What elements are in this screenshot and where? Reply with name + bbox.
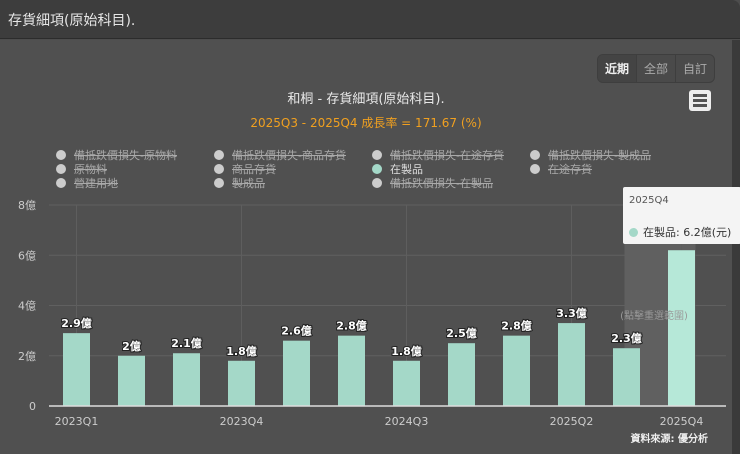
legend-item[interactable]: 原物料 — [56, 162, 214, 176]
data-label: 2.3億 — [611, 331, 642, 345]
bar — [63, 333, 90, 406]
legend-item[interactable]: 商品存貨 — [214, 162, 372, 176]
legend: 備抵跌價損失-原物料 備抵跌價損失-商品存貨 備抵跌價損失-在途存貨 備抵跌價損失-製… — [56, 148, 696, 190]
bar — [613, 348, 640, 406]
bar — [338, 335, 365, 406]
y-tick-label: 8億 — [18, 199, 36, 212]
scrollbar[interactable] — [732, 40, 740, 454]
legend-dot-icon — [56, 178, 66, 188]
credit: 資料來源: 優分析 — [630, 434, 708, 445]
legend-item[interactable]: 備抵跌價損失-在製品 — [372, 176, 530, 190]
x-tick-label: 2024Q3 — [385, 415, 429, 428]
bar — [118, 355, 145, 406]
reset-zoom-button[interactable]: (點擊重選範圍) — [620, 309, 688, 322]
x-tick-label: 2023Q4 — [220, 415, 264, 428]
bar — [173, 353, 200, 406]
tooltip: 2025Q4 在製品: 6.2億(元) — [623, 187, 740, 244]
y-tick-label: 0 — [29, 400, 36, 413]
data-label: 2.9億 — [61, 316, 92, 330]
y-tick-label: 2億 — [18, 350, 36, 363]
range-recent-button[interactable]: 近期 — [598, 55, 637, 82]
legend-item[interactable]: 備抵跌價損失-在途存貨 — [372, 148, 530, 162]
legend-dot-icon — [372, 164, 382, 174]
data-label: 1.8億 — [226, 344, 257, 358]
data-label: 2.1億 — [171, 336, 202, 350]
data-label: 2億 — [122, 339, 141, 353]
legend-dot-icon — [56, 164, 66, 174]
range-all-button[interactable]: 全部 — [636, 55, 675, 82]
legend-dot-icon — [214, 164, 224, 174]
data-label: 2.6億 — [281, 324, 312, 338]
bar — [668, 250, 695, 406]
bar — [448, 343, 475, 406]
legend-dot-icon — [214, 178, 224, 188]
y-tick-label: 4億 — [18, 300, 36, 313]
header-title: 存貨細項(原始科目). — [8, 13, 136, 29]
tooltip-title: 2025Q4 — [629, 195, 669, 206]
legend-item[interactable]: 備抵跌價損失-製成品 — [530, 148, 688, 162]
hamburger-menu-icon[interactable] — [689, 90, 711, 111]
legend-dot-icon — [372, 178, 382, 188]
tooltip-text: 在製品: 6.2億(元) — [643, 226, 732, 239]
chart-subtitle: 2025Q3 - 2025Q4 成長率 = 171.67 (%) — [250, 116, 482, 130]
legend-dot-icon — [214, 150, 224, 160]
bar — [283, 340, 310, 406]
data-label: 2.5億 — [446, 326, 477, 340]
range-buttons: 近期 全部 自訂 — [597, 54, 716, 83]
x-tick-label: 2025Q4 — [660, 415, 704, 428]
legend-item[interactable]: 在途存貨 — [530, 162, 688, 176]
legend-dot-icon — [56, 150, 66, 160]
series-dot-icon — [629, 227, 638, 237]
legend-dot-icon — [372, 150, 382, 160]
bar — [228, 360, 255, 406]
data-label: 2.8億 — [501, 319, 532, 333]
x-tick-label: 2025Q2 — [550, 415, 594, 428]
legend-item[interactable]: 備抵跌價損失-原物料 — [56, 148, 214, 162]
bar — [503, 335, 530, 406]
legend-item[interactable]: 備抵跌價損失-商品存貨 — [214, 148, 372, 162]
y-tick-label: 6億 — [18, 249, 36, 262]
legend-item[interactable]: 在製品 — [372, 162, 530, 176]
data-label: 1.8億 — [391, 344, 422, 358]
bar — [558, 323, 585, 406]
header-bar: 存貨細項(原始科目). — [0, 0, 740, 39]
legend-dot-icon — [530, 164, 540, 174]
data-label: 3.3億 — [556, 306, 587, 320]
legend-item[interactable]: 製成品 — [214, 176, 372, 190]
data-label: 2.8億 — [336, 319, 367, 333]
x-tick-label: 2023Q1 — [55, 415, 99, 428]
range-custom-button[interactable]: 自訂 — [675, 55, 714, 82]
legend-item[interactable]: 營建用地 — [56, 176, 214, 190]
bar — [393, 360, 420, 406]
chart-title: 和桐 - 存貨細項(原始科目). — [287, 92, 445, 107]
legend-dot-icon — [530, 150, 540, 160]
